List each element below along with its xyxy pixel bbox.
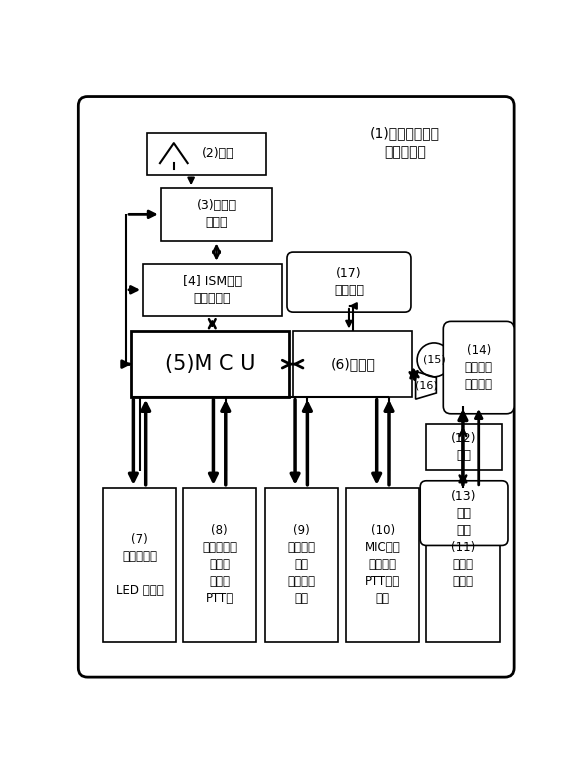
Text: (14)
电源开关
音量旋钮: (14) 电源开关 音量旋钮 bbox=[465, 344, 492, 391]
Text: (10)
MIC输入
耳机输出
PTT输入
接口: (10) MIC输入 耳机输出 PTT输入 接口 bbox=[365, 524, 401, 605]
FancyBboxPatch shape bbox=[420, 481, 508, 545]
Bar bbox=[346, 488, 420, 642]
Bar bbox=[143, 264, 281, 316]
Bar bbox=[265, 488, 338, 642]
Bar bbox=[427, 424, 502, 470]
Text: (8)
功能设置键
告警键
数字键
PTT键: (8) 功能设置键 告警键 数字键 PTT键 bbox=[202, 524, 237, 605]
Bar bbox=[293, 332, 413, 397]
Text: (1)无线数字跳频
对讲机机壳: (1)无线数字跳频 对讲机机壳 bbox=[370, 126, 440, 159]
Text: (5)M C U: (5)M C U bbox=[165, 354, 255, 374]
FancyBboxPatch shape bbox=[443, 322, 514, 414]
Text: (2)天线: (2)天线 bbox=[202, 147, 235, 160]
FancyBboxPatch shape bbox=[287, 252, 411, 312]
Bar bbox=[131, 332, 290, 397]
Text: (3)功率放
大电路: (3)功率放 大电路 bbox=[197, 199, 236, 229]
Bar bbox=[147, 133, 266, 175]
Text: (16): (16) bbox=[415, 380, 438, 391]
Text: (17)
分机旋钮: (17) 分机旋钮 bbox=[334, 267, 364, 297]
Bar bbox=[161, 188, 272, 241]
Bar bbox=[427, 488, 499, 642]
Text: (6)声码器: (6)声码器 bbox=[331, 357, 375, 371]
Text: (11)
电源管
理电路: (11) 电源管 理电路 bbox=[451, 542, 475, 588]
Text: (13)
充电
电路: (13) 充电 电路 bbox=[451, 489, 477, 537]
Text: (9)
密钥输入
接口
串行通信
接口: (9) 密钥输入 接口 串行通信 接口 bbox=[287, 524, 315, 605]
Circle shape bbox=[417, 343, 451, 377]
Text: [4] ISM频段
无线收发器: [4] ISM频段 无线收发器 bbox=[183, 275, 242, 305]
Text: (12)
电池: (12) 电池 bbox=[451, 432, 477, 462]
Bar bbox=[183, 488, 256, 642]
FancyBboxPatch shape bbox=[78, 97, 514, 677]
Text: (15): (15) bbox=[423, 355, 446, 365]
Bar bbox=[103, 488, 176, 642]
Text: (7)
液晶显示屏

LED 指示灯: (7) 液晶显示屏 LED 指示灯 bbox=[116, 532, 164, 597]
